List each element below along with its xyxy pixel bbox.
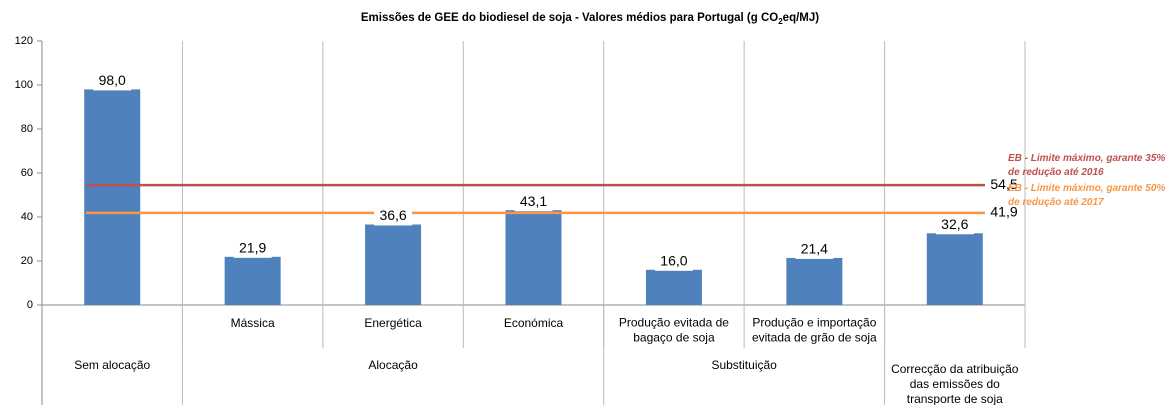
label-bg [795,240,834,259]
x-tick-label-line: evitada de grão de soja [752,331,877,345]
y-tick-label: 60 [21,167,33,179]
label-bg [935,216,974,235]
title-part: eq/MJ) [783,12,820,24]
bar [926,233,983,305]
x-tick-label: Produção e importação evitada de grão de … [752,316,877,345]
data-label: 16,0 [660,253,687,269]
group-label-line: Alocação [368,358,418,372]
bar [365,224,422,305]
limit-value-label: 54,5 [990,176,1017,192]
x-tick-label: Energética [364,316,422,330]
x-tick-label-line: Produção evitada de [619,316,729,330]
data-label: 36,6 [379,207,406,223]
data-label: 98,0 [99,72,126,88]
label-bg [93,72,132,91]
label-bg [654,252,693,271]
bar [505,210,562,305]
x-tick-label-line: Energética [364,316,422,330]
data-label: 32,6 [941,216,968,232]
bar [224,256,281,305]
x-tick-label-line: Mássica [231,316,275,330]
group-label: Substituição [711,358,777,372]
y-tick-label: 0 [27,299,33,311]
bar [84,89,141,306]
title-subscript: 2 [778,17,783,26]
label-bg [233,239,272,258]
limit-annotation-line: de redução até 2016 [1008,167,1104,178]
x-tick-label: Produção evitada de bagaço de soja [619,316,729,345]
label-bg [514,193,553,212]
x-tick-label: Económica [504,316,564,330]
group-label: Sem alocação [74,358,150,372]
y-tick-label: 120 [15,35,33,47]
limit-value-label: 41,9 [990,204,1017,220]
x-tick-label-line: bagaço de soja [633,331,715,345]
group-label-line: Correcção da atribuição [891,362,1019,376]
x-tick-label-line: Produção e importação [752,316,876,330]
limit-annotation-line: EB - Limite máximo, garante 50% [1008,182,1165,193]
y-tick-label: 100 [15,79,33,91]
data-label: 21,4 [801,241,828,257]
limit-annotation-line: de redução até 2017 [1008,196,1104,207]
label-bg [988,203,1022,222]
y-tick-label: 40 [21,211,33,223]
group-label-line: das emissões do [910,377,1000,391]
chart-title: Emissões de GEE do biodiesel de soja - V… [361,12,819,26]
group-label-line: Sem alocação [74,358,150,372]
group-label-line: transporte de soja [907,392,1003,405]
title-part: Emissões de GEE do biodiesel de soja - V… [361,12,778,24]
limit-annotation: EB - Limite máximo, garante 35% de reduçã… [1008,153,1165,178]
x-tick-label: Mássica [231,316,275,330]
y-tick-label: 20 [21,255,33,267]
bar [645,269,702,305]
label-bg [374,207,413,226]
data-label: 21,9 [239,240,266,256]
group-label: Alocação [368,358,418,372]
data-label: 43,1 [520,193,547,209]
label-bg [988,176,1022,195]
limit-annotation: EB - Limite máximo, garante 50% de reduçã… [1008,182,1165,207]
limit-annotation-line: EB - Limite máximo, garante 35% [1008,153,1165,164]
y-tick-label: 80 [21,123,33,135]
x-tick-label-line: Económica [504,316,564,330]
group-label: Correcção da atribuição das emissões do tr… [891,362,1019,405]
group-label-line: Substituição [711,358,777,372]
bar [786,257,843,305]
